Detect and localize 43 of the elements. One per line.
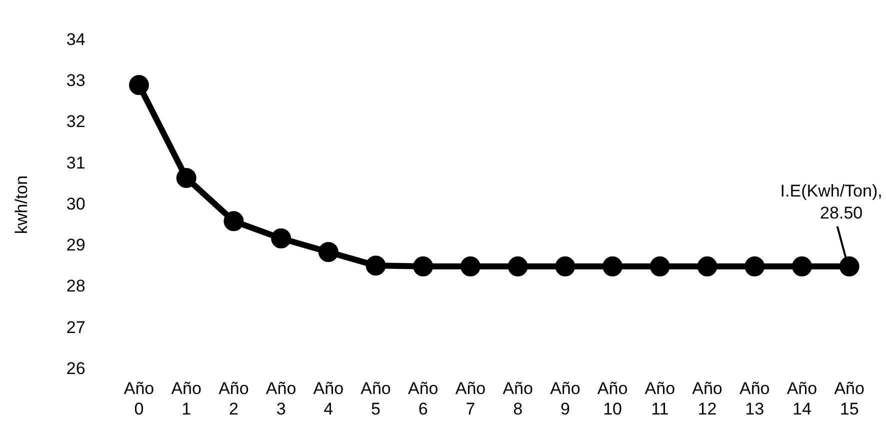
point xyxy=(508,256,528,276)
point xyxy=(460,256,480,276)
x-tick-label: Año 1 xyxy=(171,379,202,418)
x-tick-label: Año 2 xyxy=(218,379,249,418)
x-tick-label: Año 5 xyxy=(360,379,391,418)
y-tick-label: 28 xyxy=(66,276,86,296)
point xyxy=(602,256,623,276)
y-tick-label: 34 xyxy=(66,30,86,49)
point xyxy=(128,75,149,96)
x-tick-label: Año 7 xyxy=(455,379,486,418)
y-tick-label: 33 xyxy=(66,71,86,90)
x-tick-label: Año 12 xyxy=(692,379,722,418)
y-tick-label: 26 xyxy=(66,358,86,378)
y-tick-label: 27 xyxy=(66,318,86,337)
point xyxy=(650,256,670,276)
x-tick-label: Año 4 xyxy=(313,379,344,418)
y-tick-label: 32 xyxy=(66,112,86,132)
point xyxy=(839,256,860,276)
y-tick-label: 29 xyxy=(66,236,86,255)
point xyxy=(224,211,244,232)
x-tick-label: Año 13 xyxy=(739,379,770,418)
x-tick-label: Año 8 xyxy=(502,379,533,418)
x-tick-label: Año 6 xyxy=(408,379,438,418)
y-axis-title: kwh/ton xyxy=(12,175,31,234)
x-tick-label: Año 11 xyxy=(644,379,676,418)
y-tick-label: 31 xyxy=(66,153,86,172)
x-tick-label: Año 9 xyxy=(550,379,580,418)
point xyxy=(271,228,292,248)
x-tick-label: Año 0 xyxy=(124,379,154,418)
annotation: I.E(Kwh/Ton), 28.50 xyxy=(780,181,882,222)
point xyxy=(176,168,196,188)
x-tick-label: Año 14 xyxy=(786,379,818,418)
x-tick-label: Año 3 xyxy=(266,379,296,418)
point xyxy=(744,256,765,276)
point xyxy=(366,256,386,276)
x-tick-label: Año 10 xyxy=(597,379,628,418)
point xyxy=(555,256,576,276)
point xyxy=(413,256,434,276)
point xyxy=(792,256,812,276)
y-tick-label: 30 xyxy=(66,194,86,214)
point xyxy=(318,242,338,262)
point xyxy=(697,256,718,276)
x-tick-label: Año 15 xyxy=(834,379,864,418)
